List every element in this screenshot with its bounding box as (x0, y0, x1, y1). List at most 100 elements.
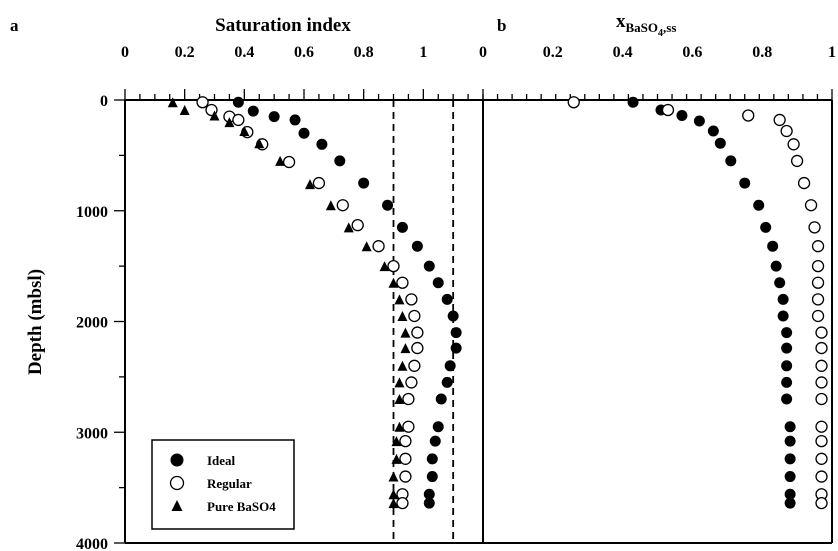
panel-b-regular-point (815, 452, 828, 465)
panel-a-x-tick-label: 0.8 (354, 44, 374, 61)
panel-a-x-tick-label: 1 (419, 44, 427, 61)
panel-b-regular-point (661, 103, 675, 117)
panel-a-regular-point (405, 293, 418, 306)
panel-b-regular-point (815, 470, 828, 483)
panel-a-regular-point (402, 420, 415, 433)
panel-a-ideal-point (268, 111, 280, 123)
panel-a-ideal-point (423, 488, 435, 500)
panel-a-ideal-point (450, 327, 462, 339)
panel-a-pure-baso4-point (394, 377, 405, 388)
panel-a-pure-baso4-point (391, 453, 402, 464)
panel-a-pure-baso4-point (391, 436, 402, 447)
panel-a-pure-baso4-point (239, 126, 250, 137)
panel-b-x-tick-label: 0.2 (543, 44, 563, 61)
panel-b-x-tick-label: 0.6 (682, 44, 702, 61)
panel-b-ideal-point (676, 110, 688, 122)
legend-marker-ideal (170, 453, 184, 467)
panel-a-pure-baso4-point (304, 179, 315, 190)
panel-b-ideal-point (753, 199, 765, 211)
panel-a-ideal-point (441, 293, 453, 305)
panel-a-pure-baso4-point (388, 498, 399, 509)
panel-a-pure-baso4-point (379, 261, 390, 272)
panel-b-regular-point (815, 376, 828, 389)
panel-a-pure-baso4-point (394, 421, 405, 432)
panel-a-ideal-point (289, 114, 301, 126)
panel-a-ideal-point (298, 127, 310, 139)
panel-b-regular-point (811, 276, 825, 289)
panel-b-ideal-point (777, 310, 789, 322)
panel-a-pure-baso4-point (388, 277, 399, 288)
panel-b-regular-point (773, 113, 786, 127)
panel-a-ideal-point (423, 260, 435, 272)
panel-a-pure-baso4-point (388, 489, 399, 500)
panel-a-regular-point (399, 452, 412, 465)
panel-a-ideal-point (247, 105, 259, 117)
panel-a-ideal-point (432, 421, 444, 433)
panel-a-letter: a (10, 16, 19, 35)
panel-a-ideal-point (447, 310, 459, 322)
panel-b-ideal-point (784, 421, 796, 433)
panel-b-regular-point (811, 259, 825, 273)
panel-b-ideal-point (784, 435, 796, 447)
text-layer: a b Saturation index xBaSO4,ss Depth (mb… (10, 11, 836, 551)
panel-b-x-axis-title: xBaSO4,ss (616, 11, 676, 39)
panel-b-regular-point (811, 309, 825, 323)
y-axis-title: Depth (mbsl) (25, 269, 46, 375)
panel-a-pure-baso4-point (394, 294, 405, 305)
panel-a-x-tick-label: 0.2 (175, 44, 195, 61)
panel-a-regular-point (402, 392, 415, 406)
y-tick-label: 2000 (76, 315, 108, 332)
panel-b-x-tick-label: 0 (479, 44, 487, 61)
panel-a-ideal-point (441, 376, 453, 388)
panel-a-pure-baso4-point (167, 97, 178, 108)
panel-b-ideal-point (784, 497, 796, 509)
panel-a-pure-baso4-point (224, 117, 235, 128)
panel-a-ideal-point (426, 471, 438, 483)
y-tick-label: 3000 (76, 425, 108, 442)
panel-a-ideal-point (435, 393, 447, 405)
legend-marker-regular (169, 475, 185, 491)
panel-a-regular-point (336, 199, 349, 212)
panel-b-regular-point (567, 96, 580, 109)
y-tick-label: 4000 (76, 536, 108, 551)
panel-a-regular-point (387, 259, 400, 273)
panel-a-pure-baso4-point (388, 471, 399, 482)
legend-label: Pure BaSO4 (207, 499, 276, 514)
y-tick-label: 1000 (76, 204, 108, 221)
legend-marker-pure-baso4 (171, 500, 183, 511)
panel-a-x-tick-label: 0.4 (234, 44, 254, 61)
panel-a-regular-point (399, 434, 412, 448)
panel-b-regular-point (797, 176, 811, 190)
panel-b-regular-point (815, 496, 828, 510)
panel-a-pure-baso4-point (397, 360, 408, 371)
panel-b-regular-point (804, 199, 818, 212)
marks-layer (167, 96, 828, 510)
panel-b-x-tick-label: 0.8 (752, 44, 772, 61)
panel-a-ideal-point (334, 155, 346, 167)
panel-a-pure-baso4-point (394, 394, 405, 405)
panel-b-x-axis-title-sub-small: 4 (658, 28, 663, 39)
panel-a-regular-point (351, 218, 364, 232)
panel-a-regular-point (396, 496, 409, 510)
panel-b-regular-point (811, 293, 825, 306)
panel-a-ideal-point (396, 221, 408, 233)
panel-b-letter: b (497, 16, 506, 35)
panel-a-regular-point (405, 376, 418, 389)
panel-a-regular-point (372, 240, 385, 253)
panel-a-pure-baso4-point (343, 222, 354, 233)
panel-a-pure-baso4-point (275, 155, 286, 166)
panel-b-ideal-point (707, 125, 719, 137)
panel-b-ideal-point (714, 137, 726, 149)
panel-b-ideal-point (774, 277, 786, 289)
panel-a-x-axis-title: Saturation index (215, 15, 351, 36)
panel-a-regular-point (232, 113, 245, 127)
panel-a-regular-point (312, 176, 326, 190)
panel-a-regular-point (411, 341, 424, 355)
panel-b-ideal-point (784, 488, 796, 500)
panel-b-ideal-point (693, 115, 705, 127)
legend-label: Regular (207, 476, 252, 491)
panel-b-ideal-point (777, 293, 789, 305)
panel-a-ideal-point (411, 240, 423, 252)
panel-a-ideal-point (426, 453, 438, 465)
